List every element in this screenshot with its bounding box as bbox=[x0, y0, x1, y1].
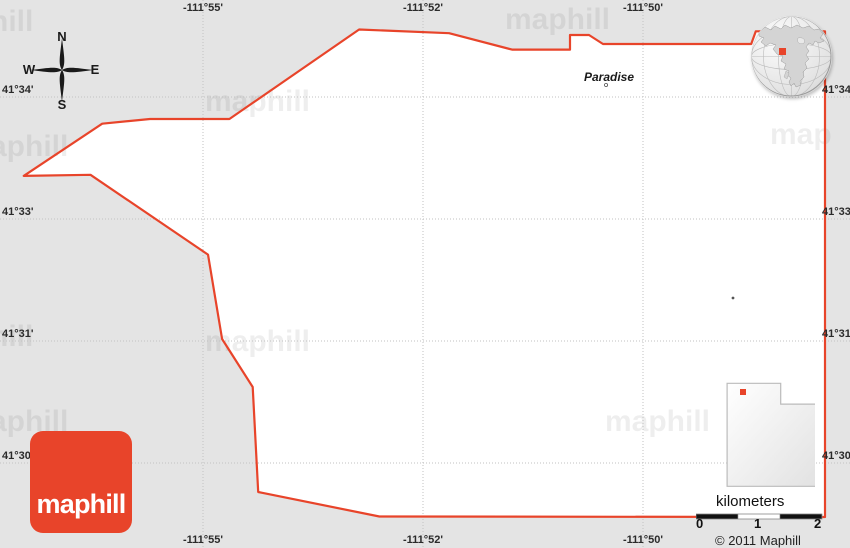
svg-text:2: 2 bbox=[814, 516, 821, 530]
svg-text:0: 0 bbox=[696, 516, 703, 530]
svg-text:E: E bbox=[91, 62, 100, 77]
svg-text:1: 1 bbox=[754, 516, 761, 530]
svg-text:W: W bbox=[23, 62, 36, 77]
svg-text:N: N bbox=[57, 30, 66, 44]
svg-text:S: S bbox=[58, 97, 67, 110]
